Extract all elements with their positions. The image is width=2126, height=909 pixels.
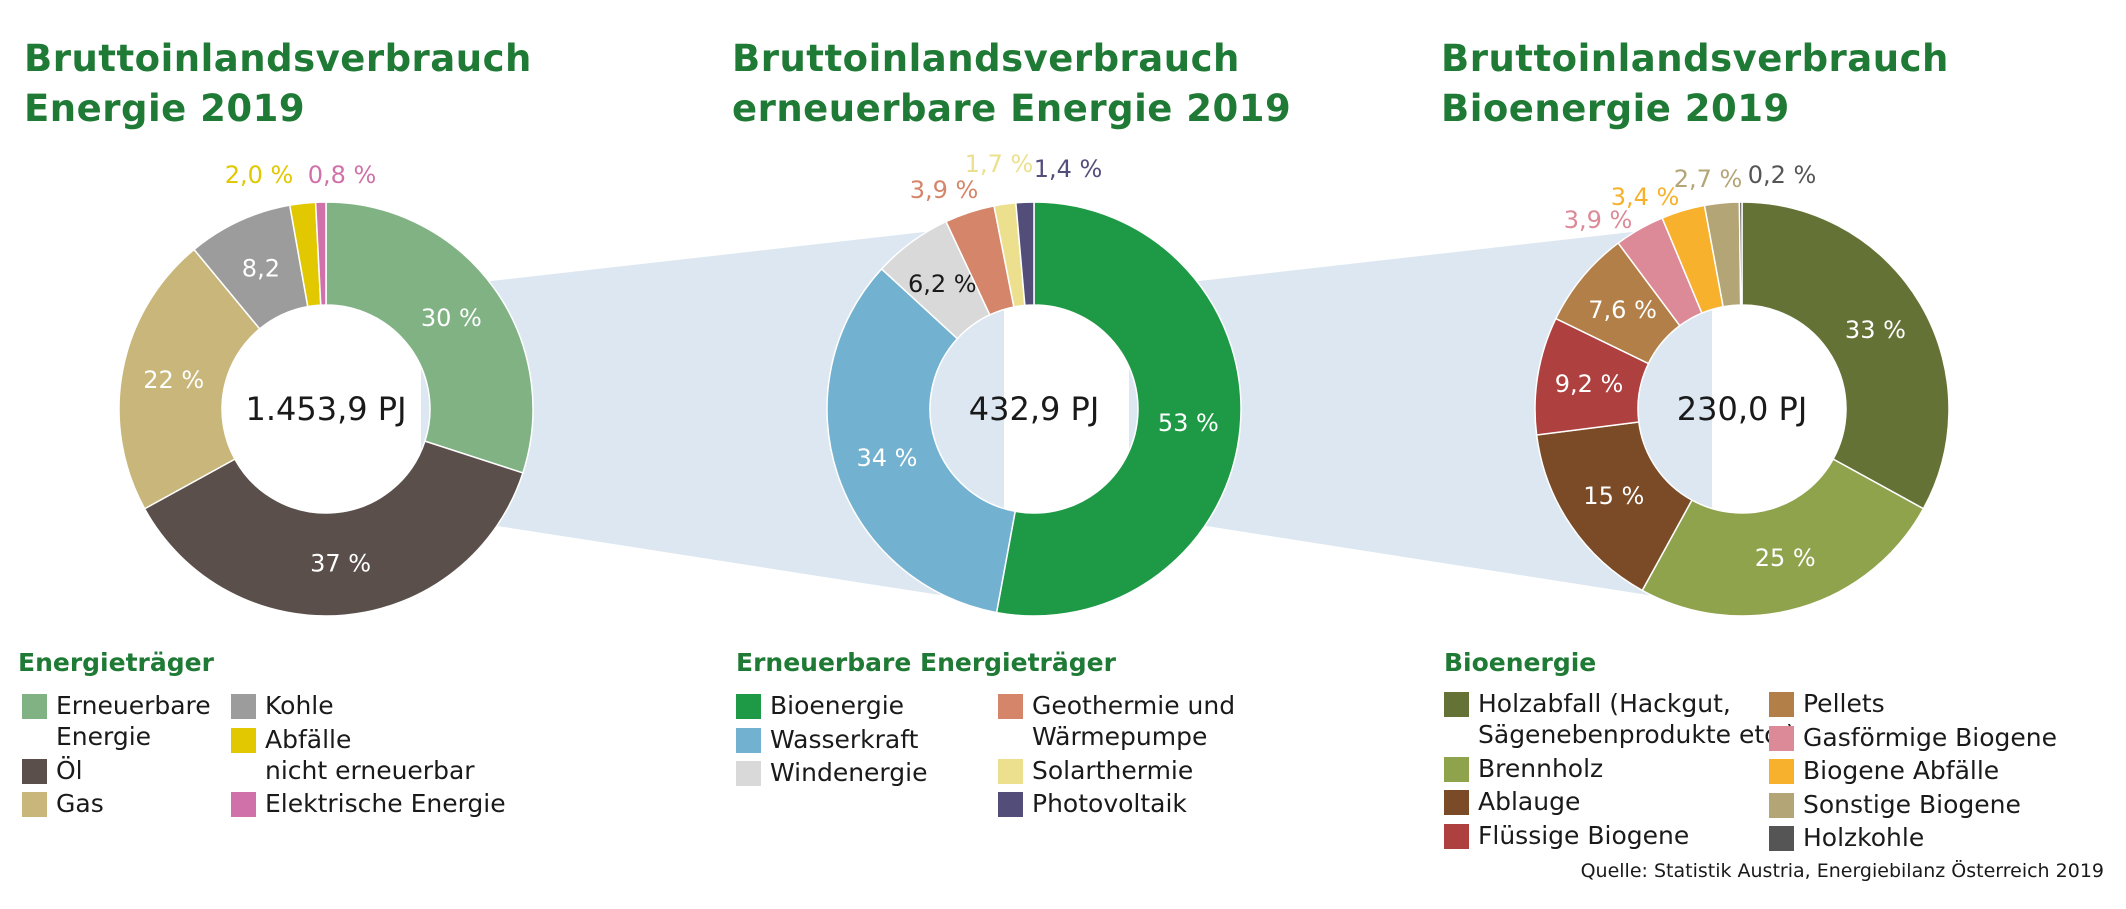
legend-label: Wasserkraft <box>770 724 919 754</box>
legend-title-energietraeger: Energieträger <box>18 648 214 677</box>
legend-swatch <box>998 694 1023 719</box>
slice-erneuerbare-energie <box>325 201 534 474</box>
slice-label-gas: 22 % <box>143 366 204 394</box>
legend-swatch <box>22 694 47 719</box>
legend-swatch <box>231 792 256 817</box>
legend-swatch <box>22 792 47 817</box>
legend-label: Photovoltaik <box>1032 789 1187 818</box>
legend-swatch <box>1444 692 1469 717</box>
slice-photovoltaik <box>1015 201 1035 307</box>
legend-label: Sägenebenprodukte etc.) <box>1478 720 1796 749</box>
chart-title-erneuerbare: Bruttoinlandsverbrauch erneuerbare Energ… <box>732 34 1291 134</box>
legend-label: Bioenergie <box>770 691 905 720</box>
center-total-label: 432,9 PJ <box>969 390 1100 428</box>
source-note: Quelle: Statistik Austria, Energiebilanz… <box>1580 860 2104 882</box>
legend-swatch <box>1769 725 1794 751</box>
slice-label-holzabfall-hackgut-saegenebenprodukte-etc: 33 % <box>1845 316 1906 344</box>
slice-ablauge <box>1535 421 1693 592</box>
legend-label: Holzkohle <box>1803 823 1925 852</box>
slice-label-windenergie: 6,2 % <box>908 270 977 298</box>
legend-label: Sonstige Biogene <box>1803 789 2021 819</box>
slice-label-elektrische-energie: 0,8 % <box>308 161 377 189</box>
slice-label-fluessige-biogene: 9,2 % <box>1555 370 1624 398</box>
legend-swatch <box>1769 692 1794 717</box>
slice-holzabfall-hackgut-saegenebenprodukte-etc <box>1741 201 1950 510</box>
legend-swatch <box>1769 792 1794 818</box>
slice-gas <box>118 248 261 510</box>
legend-swatch <box>736 761 761 786</box>
legend-swatch <box>231 727 256 753</box>
chart-title-line: Bruttoinlandsverbrauch <box>732 37 1240 80</box>
legend-label: Energie <box>56 722 152 751</box>
donut-chart-2: 53 % 34 % 6,2 % 3,9 %1,7 % 1,4 % 432,9 PJ <box>826 150 1242 617</box>
slice-label-abfaelle-nicht-erneuerbar: 2,0 % <box>225 161 294 189</box>
chart-title-line: Bioenergie 2019 <box>1441 87 1790 130</box>
chart-title-bioenergie: Bruttoinlandsverbrauch Bioenergie 2019 <box>1441 34 1949 134</box>
donut-chart-1: 30 % 37 % 22 % 8,2 2,0 % 0,8 % 1.453,9 PJ <box>118 161 534 617</box>
legend-label: nicht erneuerbar <box>265 755 475 785</box>
slice-brennholz <box>1641 458 1925 617</box>
slice-wasserkraft <box>826 267 1017 614</box>
legend-label: Holzabfall (Hackgut, <box>1478 689 1731 718</box>
legend-label: Kohle <box>265 691 334 720</box>
legend-swatch <box>1769 826 1794 851</box>
legend-swatch <box>998 758 1023 784</box>
legend-swatch <box>1769 759 1794 784</box>
legend-swatch <box>736 694 761 719</box>
legend-label: Brennholz <box>1478 753 1604 783</box>
legend-swatch <box>998 792 1023 817</box>
chart-title-line: erneuerbare Energie 2019 <box>732 87 1292 130</box>
slice-label-pellets: 7,6 % <box>1588 296 1657 324</box>
slice-label-sonstige-biogene: 2,7 % <box>1674 165 1743 193</box>
slice-label-kohle: 8,2 <box>242 254 280 282</box>
legend-swatch <box>736 727 761 753</box>
slice-label-biogene-abfaelle: 3,4 % <box>1611 183 1680 211</box>
slice-oel <box>143 440 524 617</box>
legend-label: Elektrische Energie <box>265 789 506 818</box>
legend-label: Erneuerbare <box>56 691 211 720</box>
slice-label-wasserkraft: 34 % <box>857 444 918 472</box>
legend-swatch <box>1444 756 1469 782</box>
legend-swatch <box>1444 823 1469 849</box>
center-total-label: 1.453,9 PJ <box>245 390 406 428</box>
legend-label: Gas <box>56 789 104 818</box>
chart-title-line: Energie 2019 <box>24 87 306 130</box>
legend-label: Abfälle <box>265 724 352 754</box>
slice-label-ablauge: 15 % <box>1583 482 1644 510</box>
slice-label-photovoltaik: 1,4 % <box>1034 155 1103 183</box>
legend-label: Flüssige Biogene <box>1478 820 1690 850</box>
legend-swatch <box>1444 790 1469 815</box>
chart-title-line: Bruttoinlandsverbrauch <box>24 37 532 80</box>
legend-swatch <box>22 758 47 784</box>
slice-elektrische-energie <box>314 201 327 306</box>
legend-label: Öl <box>56 755 83 785</box>
chart-title-energie: Bruttoinlandsverbrauch Energie 2019 <box>24 34 532 134</box>
legend-label: Gasförmige Biogene <box>1803 722 2058 752</box>
legend-label: Pellets <box>1803 689 1885 718</box>
legend-label: Windenergie <box>770 758 928 787</box>
legend-label: Biogene Abfälle <box>1803 756 2000 785</box>
legend-swatch <box>231 694 256 719</box>
slice-label-geothermie-und-waermepumpe: 3,9 % <box>910 176 979 204</box>
legend-label: Ablauge <box>1478 787 1581 816</box>
slice-label-gasfoermige-biogene: 3,9 % <box>1564 206 1633 234</box>
slice-label-erneuerbare-energie: 30 % <box>421 304 482 332</box>
legend-title-erneuerbare: Erneuerbare Energieträger <box>736 648 1116 677</box>
legend-label: Wärmepumpe <box>1032 722 1208 751</box>
donut-chart-3: 33 % 25 % 15 % 9,2 % 7,6 % 3,9 %3,4 %2,7 % 0,2… <box>1534 161 1950 617</box>
legend-title-bioenergie: Bioenergie <box>1444 648 1597 677</box>
slice-bioenergie <box>995 201 1242 617</box>
chart-title-line: Bruttoinlandsverbrauch <box>1441 37 1949 80</box>
center-total-label: 230,0 PJ <box>1677 390 1808 428</box>
slice-label-oel: 37 % <box>310 549 371 577</box>
slice-label-solarthermie: 1,7 % <box>965 150 1034 178</box>
slice-label-holzkohle: 0,2 % <box>1748 161 1817 189</box>
legend-label: Solarthermie <box>1032 755 1194 785</box>
slice-holzkohle <box>1738 201 1743 306</box>
slice-label-brennholz: 25 % <box>1755 544 1816 572</box>
slice-label-bioenergie: 53 % <box>1158 409 1219 437</box>
legend-label: Geothermie und <box>1032 691 1236 720</box>
